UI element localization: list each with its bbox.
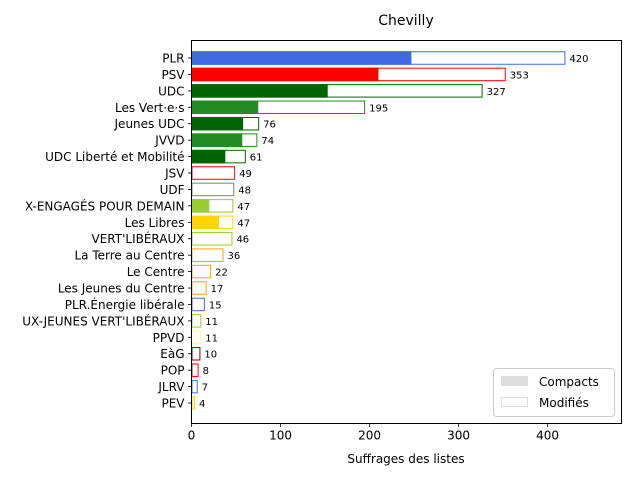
x-axis-label: Suffrages des listes [347,452,464,466]
bar-compacts [191,84,328,98]
data-label: 15 [209,300,222,311]
legend-label: Compacts [539,375,599,389]
y-tick-label: UDC Liberté et Mobilité [45,150,184,164]
y-tick-label: UDF [160,183,185,197]
bar-compacts [191,51,412,65]
bar-compacts [191,199,210,213]
bar-compacts [191,215,220,230]
bar-outline-total [191,346,201,361]
y-tick-label: Les Libres [125,216,185,230]
bar-compacts [191,100,259,115]
y-tick-label: X-ENGAGÉS POUR DEMAIN [25,198,185,213]
y-tick-label: EàG [160,347,184,361]
bar-compacts [191,133,243,147]
data-label: 74 [261,136,274,147]
data-label: 48 [238,185,251,196]
data-label: 47 [237,202,250,213]
bar-outline-total [191,396,196,410]
bar-outline-total [191,264,212,279]
y-tick-label: La Terre au Centre [74,249,184,263]
data-label: 420 [569,54,588,65]
y-tick-label: PEV [161,397,185,411]
data-label: 327 [487,87,506,98]
data-label: 7 [202,383,208,394]
bar-compacts [191,116,244,131]
x-tick-label: 400 [536,429,559,443]
data-label: 353 [510,70,529,81]
bar-outline-total [191,297,205,312]
data-label: 22 [215,268,228,279]
y-tick-label: Jeunes UDC [114,117,185,131]
data-labels: 4203533271957674614948474746362217151111… [199,54,588,410]
bar-outline-total [191,231,233,246]
y-tick-label: PLR.Énergie libérale [65,297,185,312]
x-tick-label: 300 [447,429,470,443]
data-label: 8 [203,366,209,377]
x-tick-label: 0 [188,429,196,443]
bar-outline-total [191,248,224,262]
legend-swatch-compacts [501,376,528,386]
y-tick-label: JSV [164,167,185,181]
bars-group [191,51,566,410]
x-tick-label: 100 [269,429,292,443]
y-tick-label: PSV [161,68,185,82]
y-tick-label: Les Jeunes du Centre [58,282,185,296]
legend-swatch-modifies [501,397,528,407]
y-tick-label: VERT'LIBÉRAUX [92,231,185,246]
bar-outline-total [191,363,199,377]
bar-compacts [191,67,379,82]
bar-outline-total [191,379,198,394]
data-label: 11 [205,333,218,344]
bar-outline-total [191,166,236,180]
data-label: 47 [237,218,250,229]
plot-frame [191,40,622,424]
data-label: 76 [263,120,276,131]
y-tick-label: UX-JEUNES VERT'LIBÉRAUX [22,313,184,328]
x-tick-label: 200 [358,429,381,443]
y-tick-label: PPVD [153,331,185,345]
data-label: 46 [236,235,249,246]
y-tick-label: Les Vert·e·s [115,101,185,115]
data-label: 17 [211,284,224,295]
y-tick-label: Le Centre [127,265,185,279]
data-label: 36 [228,251,241,262]
chart-title: Chevilly [378,13,434,29]
bar-outline-total [191,330,202,345]
y-tick-label: POP [161,364,185,378]
data-label: 4 [199,399,205,410]
bar-outline-total [191,182,235,197]
x-ticks: 0 100 200 300 400 [188,423,559,443]
y-tick-label: UDC [158,84,184,98]
data-label: 10 [204,350,217,361]
y-tick-label: JLRV [157,380,185,394]
y-tick-label: PLR [162,52,184,66]
bar-outline-total [191,314,202,328]
y-tick-labels: PLR PSV UDC Les Vert·e·s Jeunes UDC JVVD UDC L… [22,52,192,411]
bar-compacts [191,149,226,164]
data-label: 49 [239,169,252,180]
bar-outline-total [191,281,207,295]
data-label: 11 [205,317,218,328]
y-tick-label: JVVD [154,134,184,148]
legend: Compacts Modifiés [493,368,615,417]
legend-label: Modifiés [539,396,589,410]
data-label: 195 [369,103,388,114]
data-label: 61 [250,153,263,164]
